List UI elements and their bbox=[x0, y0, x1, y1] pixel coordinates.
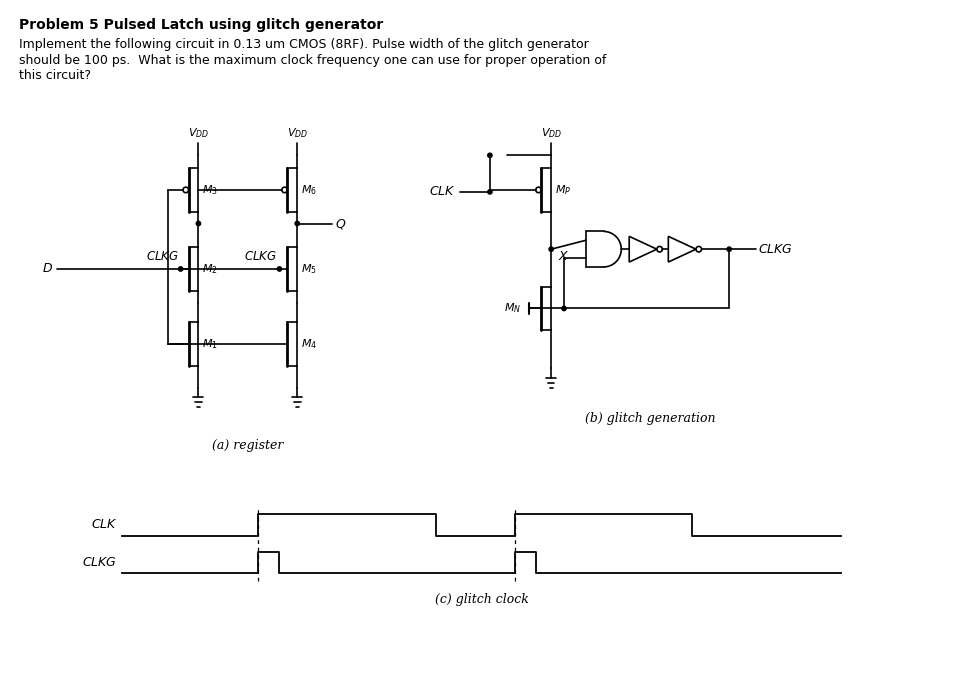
Circle shape bbox=[549, 247, 553, 251]
Text: Problem 5 Pulsed Latch using glitch generator: Problem 5 Pulsed Latch using glitch gene… bbox=[18, 18, 382, 32]
Circle shape bbox=[179, 267, 183, 271]
Text: $V_{DD}$: $V_{DD}$ bbox=[286, 126, 308, 139]
Text: (b) glitch generation: (b) glitch generation bbox=[584, 412, 714, 425]
Circle shape bbox=[487, 190, 492, 194]
Text: $D$: $D$ bbox=[42, 262, 53, 276]
Circle shape bbox=[487, 153, 492, 157]
Circle shape bbox=[295, 221, 299, 226]
Text: $M_6$: $M_6$ bbox=[301, 183, 317, 197]
Text: $M_N$: $M_N$ bbox=[504, 301, 520, 315]
Text: $M_P$: $M_P$ bbox=[554, 183, 571, 197]
Text: $M_1$: $M_1$ bbox=[202, 337, 218, 351]
Text: $M_4$: $M_4$ bbox=[301, 337, 317, 351]
Text: $M_3$: $M_3$ bbox=[202, 183, 218, 197]
Text: $CLK$: $CLK$ bbox=[429, 185, 455, 198]
Text: $X$: $X$ bbox=[557, 250, 569, 262]
Text: $M_5$: $M_5$ bbox=[301, 262, 317, 276]
Text: should be 100 ps.  What is the maximum clock frequency one can use for proper op: should be 100 ps. What is the maximum cl… bbox=[18, 54, 605, 67]
Text: (a) register: (a) register bbox=[212, 439, 283, 452]
Circle shape bbox=[196, 221, 201, 226]
Text: $CLKG$: $CLKG$ bbox=[145, 250, 179, 263]
Text: $CLKG$: $CLKG$ bbox=[757, 243, 792, 255]
Circle shape bbox=[727, 247, 730, 251]
Text: (c) glitch clock: (c) glitch clock bbox=[434, 593, 528, 606]
Circle shape bbox=[561, 306, 566, 310]
Text: $CLKG$: $CLKG$ bbox=[244, 250, 277, 263]
Text: $V_{DD}$: $V_{DD}$ bbox=[540, 126, 561, 139]
Text: $M_2$: $M_2$ bbox=[202, 262, 218, 276]
Text: Implement the following circuit in 0.13 um CMOS (8RF). Pulse width of the glitch: Implement the following circuit in 0.13 … bbox=[18, 38, 588, 51]
Circle shape bbox=[277, 267, 282, 271]
Text: $CLKG$: $CLKG$ bbox=[83, 556, 117, 569]
Text: $V_{DD}$: $V_{DD}$ bbox=[187, 126, 209, 139]
Text: $Q$: $Q$ bbox=[334, 216, 346, 230]
Text: this circuit?: this circuit? bbox=[18, 70, 90, 82]
Text: $CLK$: $CLK$ bbox=[90, 519, 117, 531]
